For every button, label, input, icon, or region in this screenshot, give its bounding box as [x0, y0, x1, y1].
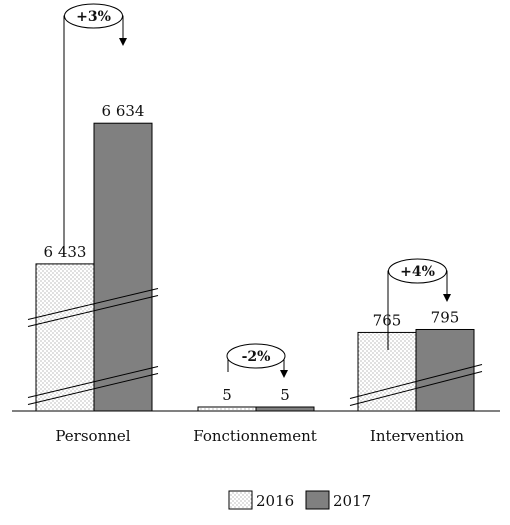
legend-swatch-2016 [228, 490, 253, 510]
change-arrowhead-intervention [443, 294, 451, 302]
change-badge-personnel [64, 3, 123, 29]
legend-label-2016: 2016 [256, 492, 294, 510]
legend-swatch-2017 [305, 490, 330, 510]
bar-personnel-2016 [35, 263, 95, 412]
change-label-intervention: +4% [400, 264, 435, 280]
axis-break-upper-personnel [27, 288, 159, 327]
change-badge-intervention [388, 258, 447, 284]
legend-item-2016: 2016 [228, 490, 294, 510]
value-label-intervention-2017: 795 [431, 308, 460, 326]
legend-label-2017: 2017 [333, 492, 371, 510]
change-annotation-personnel: +3% [63, 3, 127, 255]
axis-break-lower-personnel [27, 366, 159, 405]
bar-personnel-2017 [93, 122, 153, 412]
bar-fonctionnement-2017 [255, 406, 315, 412]
category-label-fonctionnement: Fonctionnement [193, 427, 317, 445]
value-label-fonctionnement-2017: 5 [280, 386, 290, 404]
change-label-personnel: +3% [76, 9, 111, 25]
bar-intervention-2016 [357, 331, 417, 412]
bar-fonctionnement-2016 [197, 406, 257, 412]
bar-intervention-2017 [415, 328, 475, 412]
change-arrowhead-personnel [119, 38, 127, 46]
axis-break-intervention [349, 364, 483, 406]
change-annotation-intervention: +4% [387, 258, 451, 350]
category-label-intervention: Intervention [370, 427, 465, 445]
legend-item-2017: 2017 [305, 490, 371, 510]
change-label-fonctionnement: -2% [242, 349, 271, 365]
value-label-fonctionnement-2016: 5 [222, 386, 232, 404]
value-label-personnel-2017: 6 634 [102, 102, 145, 120]
value-label-intervention-2016: 765 [373, 311, 402, 329]
change-badge-fonctionnement [226, 343, 286, 369]
category-label-personnel: Personnel [55, 427, 130, 445]
value-label-personnel-2016: 6 433 [44, 243, 87, 261]
change-annotation-fonctionnement: -2% [226, 343, 288, 378]
change-arrowhead-fonctionnement [280, 370, 288, 378]
